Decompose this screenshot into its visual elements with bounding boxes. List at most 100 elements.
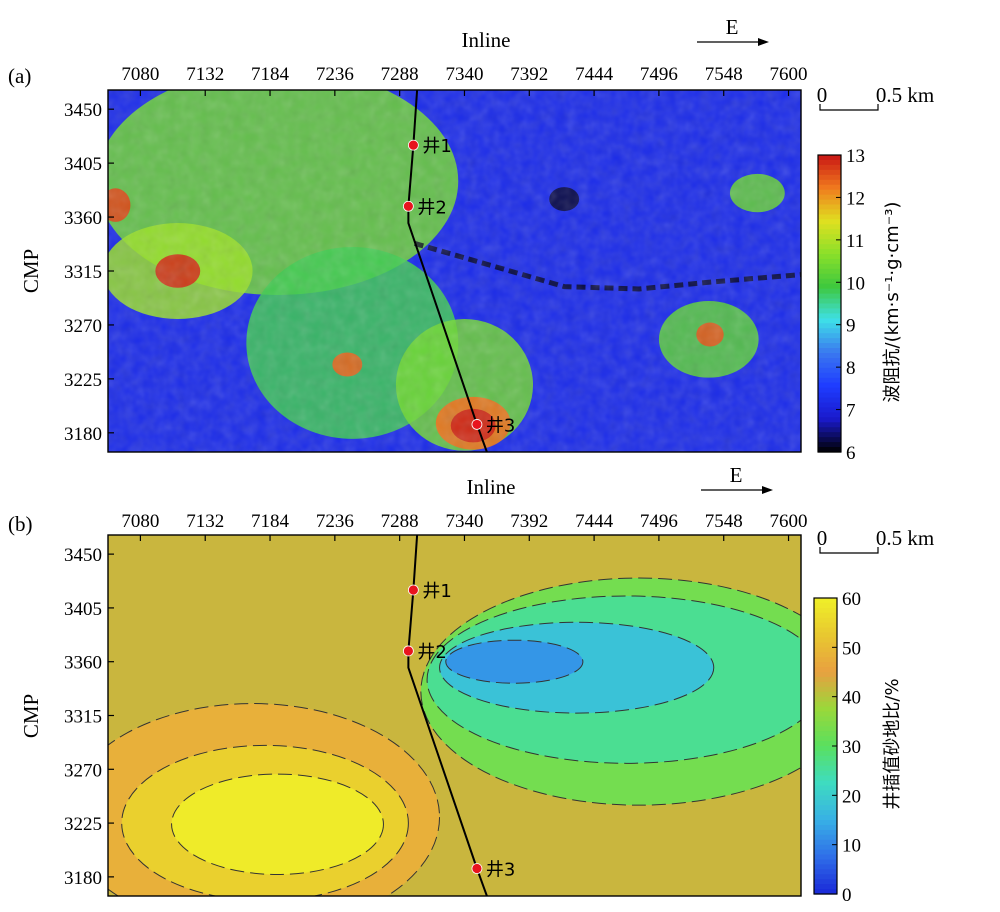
colorbar-swatch — [814, 716, 837, 722]
y-tick-label: 3180 — [64, 424, 102, 445]
colorbar-swatch — [818, 353, 841, 359]
colorbar-swatch — [814, 652, 837, 658]
x-tick-label: 7340 — [445, 511, 483, 532]
colorbar-swatch — [818, 199, 841, 206]
colorbar-swatch — [818, 303, 841, 310]
colorbar-tick-label: 8 — [846, 358, 856, 379]
panel-a-ylabel: CMP — [19, 249, 43, 293]
y-tick-label: 3315 — [64, 262, 102, 283]
colorbar-swatch — [818, 387, 841, 394]
colorbar-swatch — [814, 770, 837, 777]
colorbar-swatch — [818, 432, 841, 438]
colorbar-swatch — [814, 642, 837, 648]
colorbar-swatch — [814, 864, 837, 870]
colorbar-swatch — [814, 686, 837, 693]
colorbar-swatch — [814, 637, 837, 643]
well-label: 井2 — [417, 642, 446, 663]
y-tick-label: 3225 — [64, 370, 102, 391]
colorbar-swatch — [814, 750, 837, 757]
colorbar-swatch — [814, 662, 837, 668]
colorbar-swatch — [814, 780, 837, 787]
panel-a-direction-label: E — [726, 15, 739, 39]
panel-b-ylabel: CMP — [19, 694, 43, 738]
y-tick-label: 3450 — [64, 100, 102, 121]
x-tick-label: 7392 — [510, 511, 548, 532]
colorbar-swatch — [814, 854, 837, 861]
colorbar-swatch — [814, 602, 837, 609]
colorbar-swatch — [818, 234, 841, 240]
x-tick-label: 7236 — [316, 511, 354, 532]
colorbar-swatch — [818, 323, 841, 329]
panel-a-plot-area — [108, 90, 801, 452]
colorbar-swatch — [814, 800, 837, 806]
colorbar-swatch — [818, 194, 841, 201]
colorbar-swatch — [818, 392, 841, 399]
colorbar-tick-label: 10 — [846, 273, 865, 294]
panel-b-scale-start: 0 — [817, 526, 828, 550]
colorbar-swatch — [814, 755, 837, 762]
colorbar-tick-label: 20 — [842, 786, 861, 807]
y-tick-label: 3405 — [64, 599, 102, 620]
well-label: 井1 — [422, 136, 451, 157]
impedance-texture — [108, 90, 801, 452]
colorbar-swatch — [818, 343, 841, 349]
colorbar-swatch — [814, 701, 837, 708]
panel-b-colorbar-label: 井插值砂地比/% — [882, 678, 903, 809]
colorbar-swatch — [818, 288, 841, 295]
colorbar-swatch — [818, 254, 841, 260]
colorbar-swatch — [818, 278, 841, 285]
colorbar-tick-label: 13 — [846, 146, 865, 167]
colorbar-swatch — [818, 372, 841, 379]
panel-a-scale-start: 0 — [817, 83, 828, 107]
colorbar-swatch — [818, 189, 841, 196]
colorbar-swatch — [818, 164, 841, 171]
y-tick-label: 3360 — [64, 208, 102, 229]
well-label: 井3 — [486, 860, 515, 881]
colorbar-tick-label: 50 — [842, 638, 861, 659]
well-label: 井3 — [486, 415, 515, 436]
colorbar-swatch — [818, 308, 841, 314]
colorbar-swatch — [818, 169, 841, 176]
colorbar-swatch — [818, 338, 841, 344]
x-tick-label: 7392 — [510, 64, 548, 85]
colorbar-swatch — [814, 829, 837, 836]
sand-ratio-contour — [445, 639, 584, 684]
colorbar-swatch — [818, 244, 841, 250]
panel-b-y-ticks: 3450 3405 3360 3315 3270 3225 3180 — [64, 545, 114, 889]
panel-a-scale-end: 0.5 km — [876, 83, 934, 107]
y-tick-label: 3360 — [64, 653, 102, 674]
colorbar-swatch — [814, 681, 837, 688]
colorbar-swatch — [814, 790, 837, 796]
colorbar-swatch — [814, 859, 837, 865]
colorbar-swatch — [818, 159, 841, 166]
colorbar-swatch — [818, 377, 841, 384]
x-tick-label: 7184 — [251, 64, 290, 85]
colorbar-swatch — [818, 174, 841, 181]
x-tick-label: 7600 — [770, 64, 808, 85]
colorbar-swatch — [818, 427, 841, 433]
x-tick-label: 7444 — [575, 64, 614, 85]
colorbar-swatch — [814, 691, 837, 698]
y-tick-label: 3270 — [64, 760, 102, 781]
colorbar-swatch — [814, 657, 837, 663]
colorbar-swatch — [818, 184, 841, 191]
colorbar-swatch — [818, 313, 841, 319]
x-tick-label: 7132 — [186, 64, 224, 85]
colorbar-swatch — [814, 810, 837, 816]
panel-a-direction-arrow: E — [697, 15, 769, 46]
panel-b-direction-arrow: E — [701, 463, 773, 494]
x-tick-label: 7236 — [316, 64, 354, 85]
panel-a-label: (a) — [8, 64, 31, 88]
colorbar-swatch — [814, 815, 837, 821]
colorbar-swatch — [818, 447, 841, 453]
colorbar-swatch — [814, 731, 837, 737]
colorbar-swatch — [818, 318, 841, 324]
x-tick-label: 7548 — [705, 64, 743, 85]
colorbar-swatch — [814, 607, 837, 614]
colorbar-swatch — [814, 736, 837, 742]
panel-b-colorbar: 0 10 20 30 40 50 60 — [813, 589, 861, 906]
colorbar-swatch — [814, 775, 837, 782]
colorbar-swatch — [818, 407, 841, 413]
